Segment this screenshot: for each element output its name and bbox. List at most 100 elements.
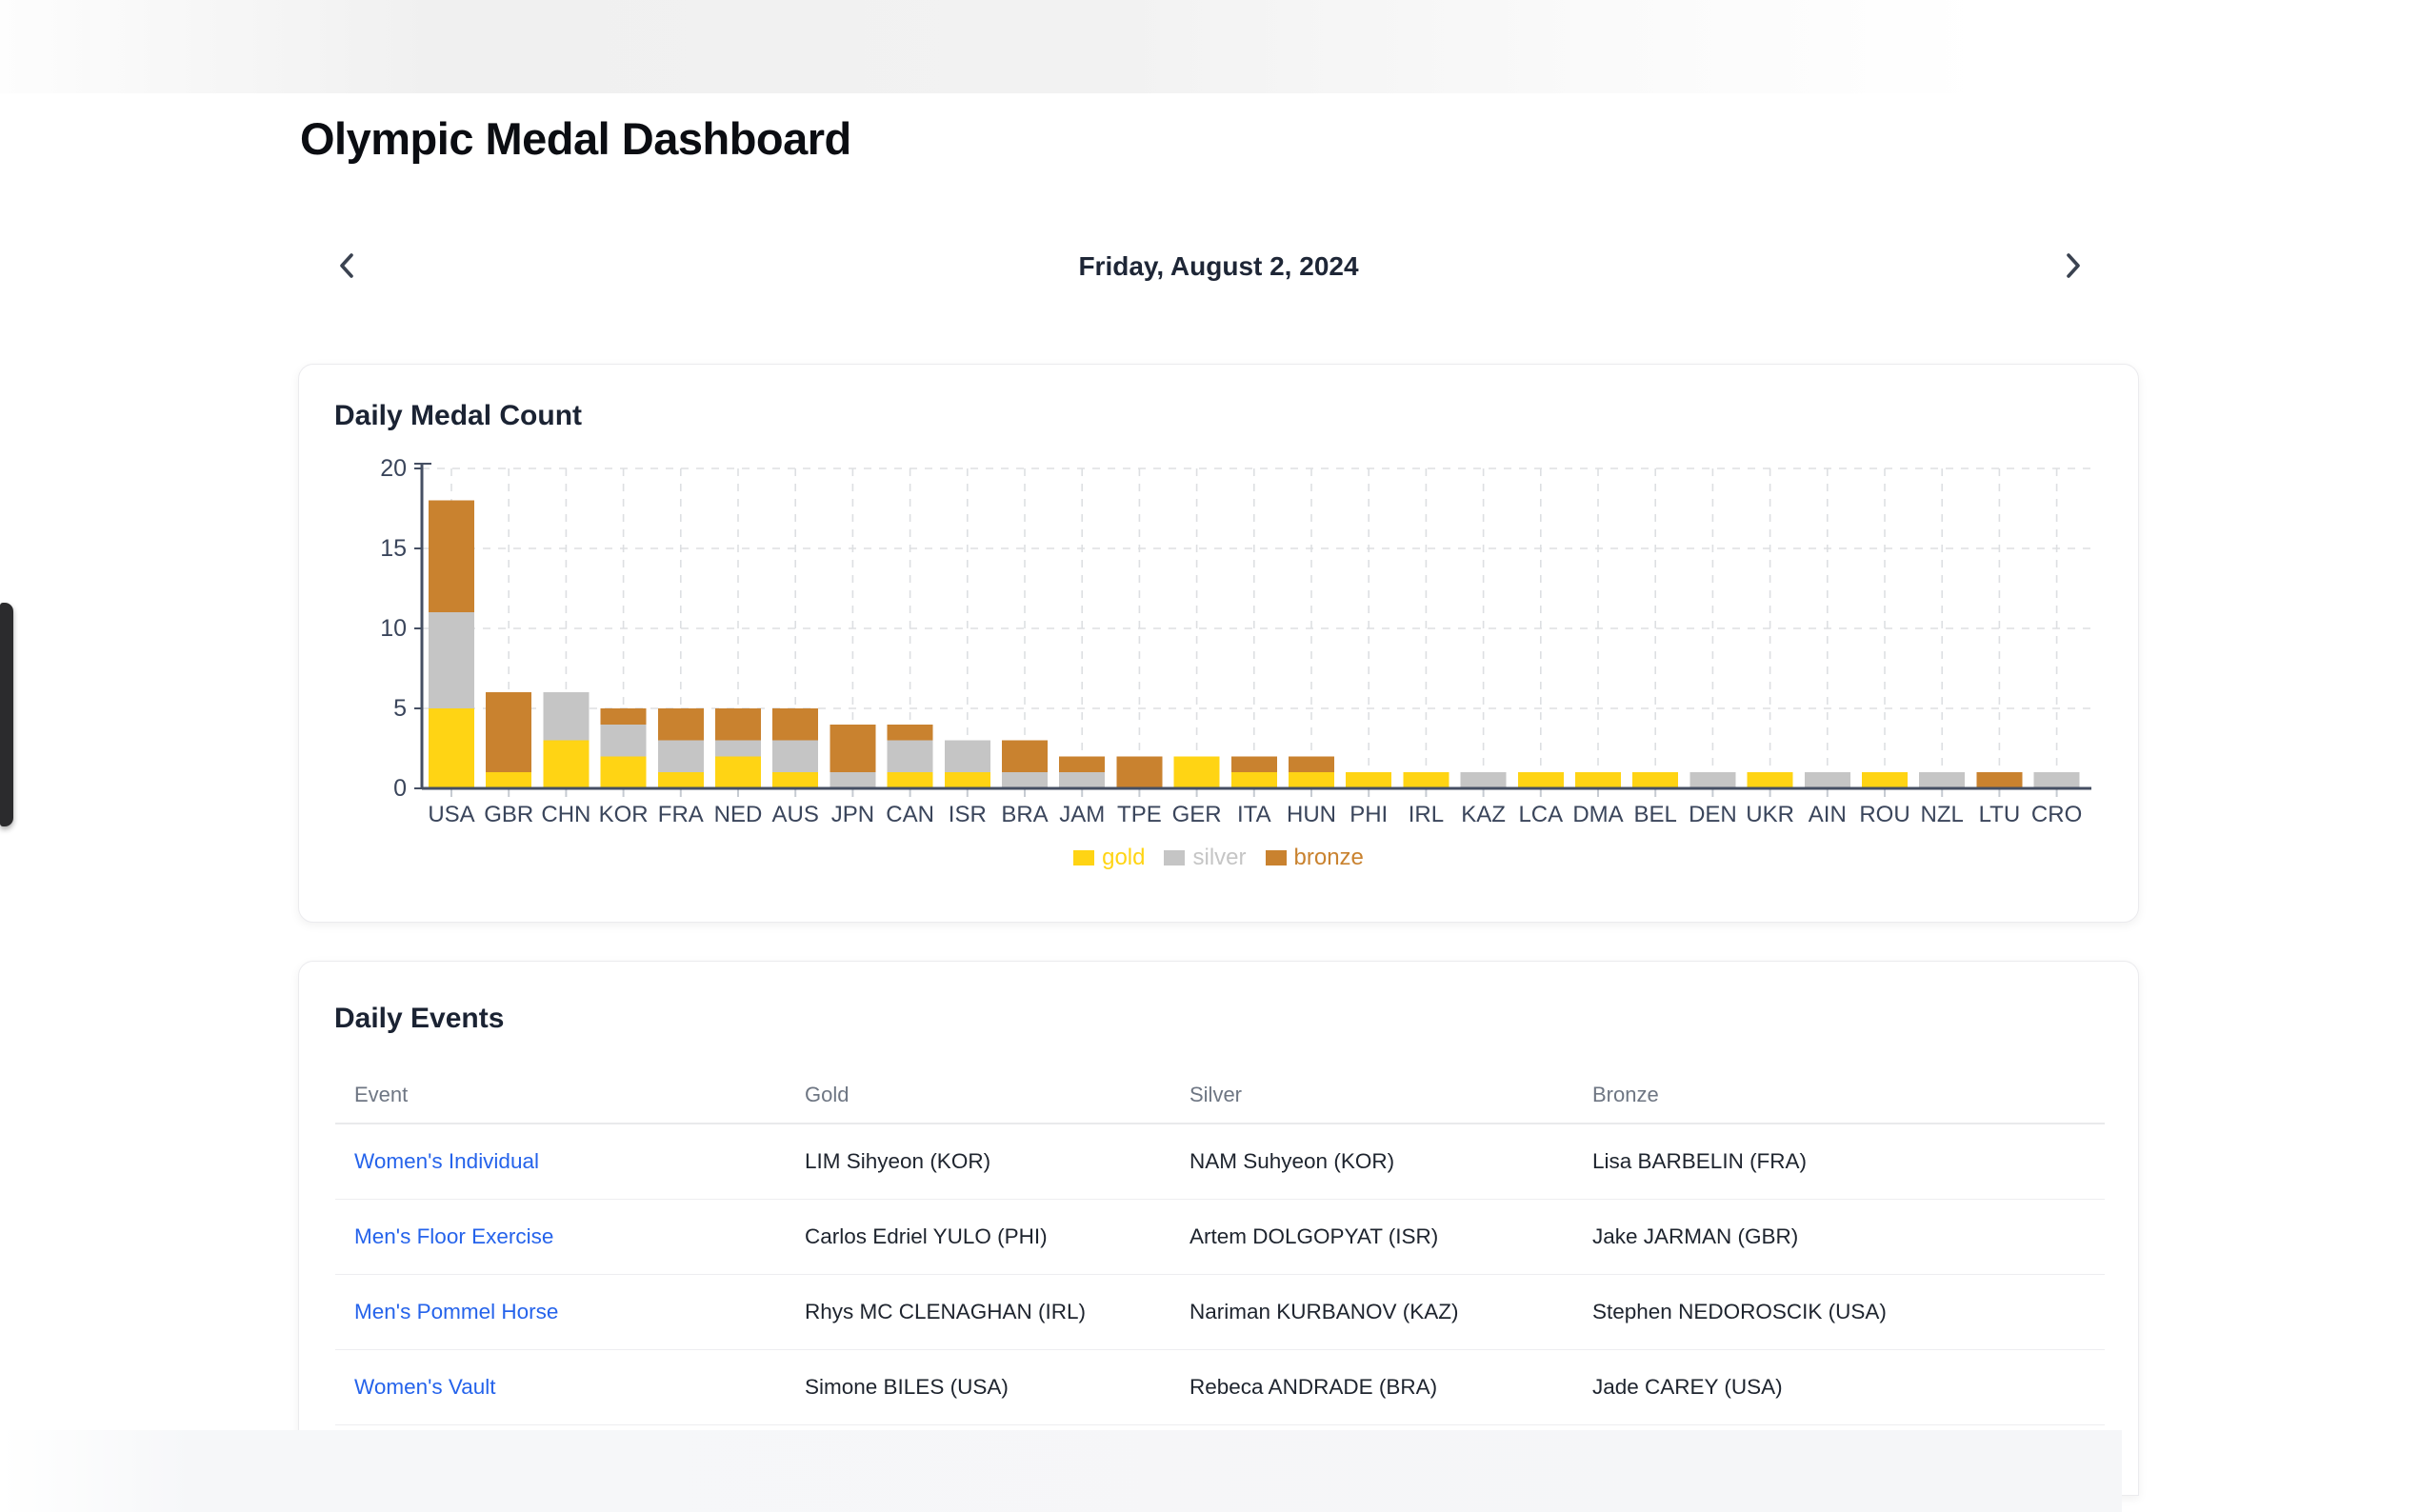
x-axis-labels: USA GBR CHN KOR FRA NED AUS JPN CAN ISR BRA JAM TPE G… <box>428 802 2082 827</box>
bar-ROU-gold <box>1862 772 1908 788</box>
x-axis-label-ITA: ITA <box>1237 802 1271 827</box>
bar-BRA-bronze <box>1002 740 1048 773</box>
bar-CHN-gold <box>543 740 590 788</box>
daily-events-title: Daily Events <box>334 1003 505 1034</box>
event-row-1: Men's Floor Exercise Carlos Edriel YULO (… <box>335 1200 2105 1275</box>
bar-LTU-bronze <box>1976 772 2023 788</box>
bar-DEN-silver <box>1689 772 1736 788</box>
bar-JAM-silver <box>1059 772 1106 788</box>
bar-FRA-gold <box>657 772 704 788</box>
x-axis-label-PHI: PHI <box>1349 802 1388 827</box>
y-axis-label-15: 15 <box>380 535 407 562</box>
x-axis-label-ROU: ROU <box>1859 802 1909 827</box>
event-link[interactable]: Men's Floor Exercise <box>354 1224 554 1248</box>
x-axis-label-GER: GER <box>1172 802 1222 827</box>
column-header-event: Event <box>354 1083 409 1106</box>
bronze-swatch-icon <box>1265 850 1287 865</box>
chart-legend: gold silver bronze <box>299 845 2138 871</box>
bar-CRO-silver <box>2033 772 2080 788</box>
event-cell: Women's Individual <box>335 1149 786 1174</box>
silver-swatch-icon <box>1164 850 1186 865</box>
next-date-button[interactable] <box>2050 244 2094 288</box>
bar-HUN-gold <box>1289 772 1334 788</box>
bar-JPN-bronze <box>830 724 876 773</box>
bar-ISR-silver <box>944 740 990 773</box>
column-header-gold: Gold <box>805 1083 850 1106</box>
x-axis-label-JPN: JPN <box>831 802 874 827</box>
bar-CAN-bronze <box>887 724 933 741</box>
gold-medalist-cell: LIM Sihyeon (KOR) <box>805 1149 991 1173</box>
event-link[interactable]: Men's Pommel Horse <box>354 1300 559 1323</box>
y-axis-label-10: 10 <box>380 615 407 642</box>
bar-IRL-gold <box>1403 772 1449 788</box>
legend-item-silver: silver <box>1164 845 1247 871</box>
left-edge-tab[interactable] <box>0 603 13 826</box>
event-link[interactable]: Women's Vault <box>354 1375 496 1399</box>
bar-DMA-gold <box>1575 772 1621 788</box>
x-axis-label-KOR: KOR <box>599 802 649 827</box>
bar-NED-bronze <box>715 708 761 741</box>
x-axis-label-CRO: CRO <box>2031 802 2082 827</box>
bar-JPN-silver <box>830 772 876 788</box>
bar-KOR-bronze <box>600 708 647 725</box>
x-axis-label-DMA: DMA <box>1572 802 1623 827</box>
bar-GBR-bronze <box>486 692 532 773</box>
chart-bars <box>429 500 2080 788</box>
x-axis-label-CAN: CAN <box>886 802 934 827</box>
gold-medalist-cell: Carlos Edriel YULO (PHI) <box>805 1224 1048 1248</box>
legend-item-gold: gold <box>1073 845 1145 871</box>
bar-ISR-gold <box>944 772 990 788</box>
bar-NED-silver <box>715 740 761 757</box>
bar-FRA-bronze <box>657 708 704 741</box>
bar-USA-bronze <box>429 500 474 613</box>
bar-AUS-silver <box>772 740 819 773</box>
bar-CAN-gold <box>887 772 933 788</box>
bar-CAN-silver <box>887 740 933 773</box>
gold-swatch-icon <box>1073 850 1095 865</box>
chart-axes <box>420 463 2091 790</box>
bar-TPE-bronze <box>1116 756 1163 788</box>
y-axis-label-5: 5 <box>393 695 407 722</box>
bar-JAM-bronze <box>1059 756 1106 773</box>
bar-USA-silver <box>429 612 474 708</box>
event-row-2: Men's Pommel Horse Rhys MC CLENAGHAN (IRL… <box>335 1275 2105 1350</box>
x-axis-label-HUN: HUN <box>1287 802 1336 827</box>
y-axis-labels: 0 5 10 15 20 <box>380 455 407 802</box>
x-axis-label-JAM: JAM <box>1059 802 1105 827</box>
legend-label-silver: silver <box>1192 845 1247 870</box>
x-axis-label-UKR: UKR <box>1746 802 1794 827</box>
x-axis-label-ISR: ISR <box>949 802 987 827</box>
event-cell: Men's Pommel Horse <box>335 1300 786 1324</box>
x-axis-label-NED: NED <box>714 802 763 827</box>
top-band <box>0 0 2419 93</box>
x-axis-label-CHN: CHN <box>541 802 590 827</box>
x-axis-label-IRL: IRL <box>1409 802 1444 827</box>
bronze-medalist-cell: Jade CAREY (USA) <box>1592 1375 1783 1399</box>
bar-BEL-gold <box>1632 772 1679 788</box>
event-link[interactable]: Women's Individual <box>354 1149 539 1173</box>
bar-GBR-gold <box>486 772 532 788</box>
x-axis-label-LCA: LCA <box>1518 802 1563 827</box>
bar-FRA-silver <box>657 740 704 773</box>
events-table: Event Gold Silver Bronze Women's Individual… <box>335 1067 2105 1425</box>
event-cell: Men's Floor Exercise <box>335 1224 786 1249</box>
daily-events-card: Daily Events Event Gold Silver Bronze Women… <box>298 961 2139 1496</box>
prev-date-button[interactable] <box>326 244 370 288</box>
x-axis-label-KAZ: KAZ <box>1461 802 1506 827</box>
gold-medalist-cell: Simone BILES (USA) <box>805 1375 1009 1399</box>
bar-UKR-gold <box>1747 772 1793 788</box>
bronze-medalist-cell: Lisa BARBELIN (FRA) <box>1592 1149 1808 1173</box>
bar-PHI-gold <box>1346 772 1392 788</box>
silver-medalist-cell: Nariman KURBANOV (KAZ) <box>1190 1300 1459 1323</box>
x-axis-label-FRA: FRA <box>658 802 704 827</box>
bar-KAZ-silver <box>1460 772 1507 788</box>
silver-medalist-cell: NAM Suhyeon (KOR) <box>1190 1149 1395 1173</box>
bar-USA-gold <box>429 708 474 788</box>
bar-NED-gold <box>715 756 761 788</box>
medal-count-chart: USA GBR CHN KOR FRA NED AUS JPN CAN ISR BRA JAM TPE G… <box>380 455 2091 827</box>
event-row-3: Women's Vault Simone BILES (USA) Rebeca AN… <box>335 1350 2105 1425</box>
bar-ITA-gold <box>1230 772 1277 788</box>
gold-medalist-cell: Rhys MC CLENAGHAN (IRL) <box>805 1300 1087 1323</box>
x-axis-label-DEN: DEN <box>1689 802 1737 827</box>
bar-AUS-bronze <box>772 708 819 741</box>
